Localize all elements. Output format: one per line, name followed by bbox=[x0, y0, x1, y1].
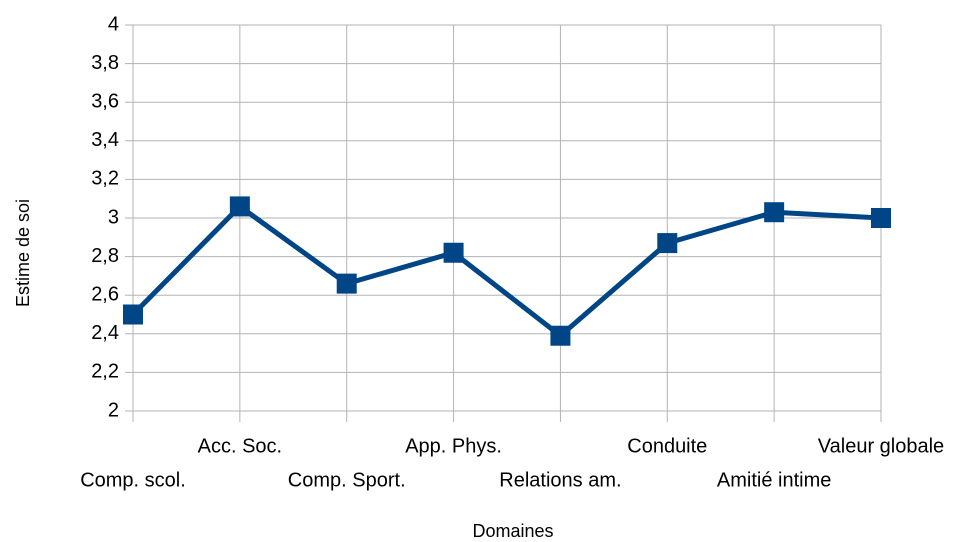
data-point bbox=[657, 233, 678, 254]
x-tick-label: Relations am. bbox=[499, 469, 621, 491]
data-point bbox=[443, 242, 464, 263]
series-line bbox=[131, 203, 882, 339]
y-axis-title: Estime de soi bbox=[13, 199, 33, 307]
y-tick-label: 2 bbox=[108, 399, 119, 421]
y-tick-label: 2,2 bbox=[91, 361, 119, 383]
y-tick-label: 2,8 bbox=[91, 245, 119, 267]
y-tick-label: 3,6 bbox=[91, 90, 119, 112]
data-point bbox=[871, 208, 891, 228]
data-point bbox=[229, 196, 250, 217]
x-tick-label: Comp. scol. bbox=[80, 469, 186, 491]
x-tick-label: Amitié intime bbox=[717, 469, 831, 491]
y-tick-label: 4 bbox=[108, 13, 119, 35]
data-point bbox=[123, 304, 143, 325]
data-point bbox=[764, 202, 785, 223]
x-tick-label: Acc. Soc. bbox=[198, 435, 282, 457]
y-tick-label: 3 bbox=[108, 206, 119, 228]
x-tick-label: Comp. Sport. bbox=[288, 469, 406, 491]
x-tick-label: Conduite bbox=[627, 435, 707, 457]
y-tick-label: 3,4 bbox=[91, 129, 119, 151]
data-point bbox=[336, 273, 357, 294]
data-point bbox=[550, 325, 571, 346]
y-tick-label: 3,2 bbox=[91, 168, 119, 190]
y-tick-label: 2,4 bbox=[91, 322, 119, 344]
x-axis-title: Domaines bbox=[472, 521, 553, 541]
y-tick-label: 3,8 bbox=[91, 52, 119, 74]
x-tick-label: App. Phys. bbox=[405, 435, 502, 457]
y-tick-label: 2,6 bbox=[91, 283, 119, 305]
x-tick-label: Valeur globale bbox=[818, 435, 944, 457]
